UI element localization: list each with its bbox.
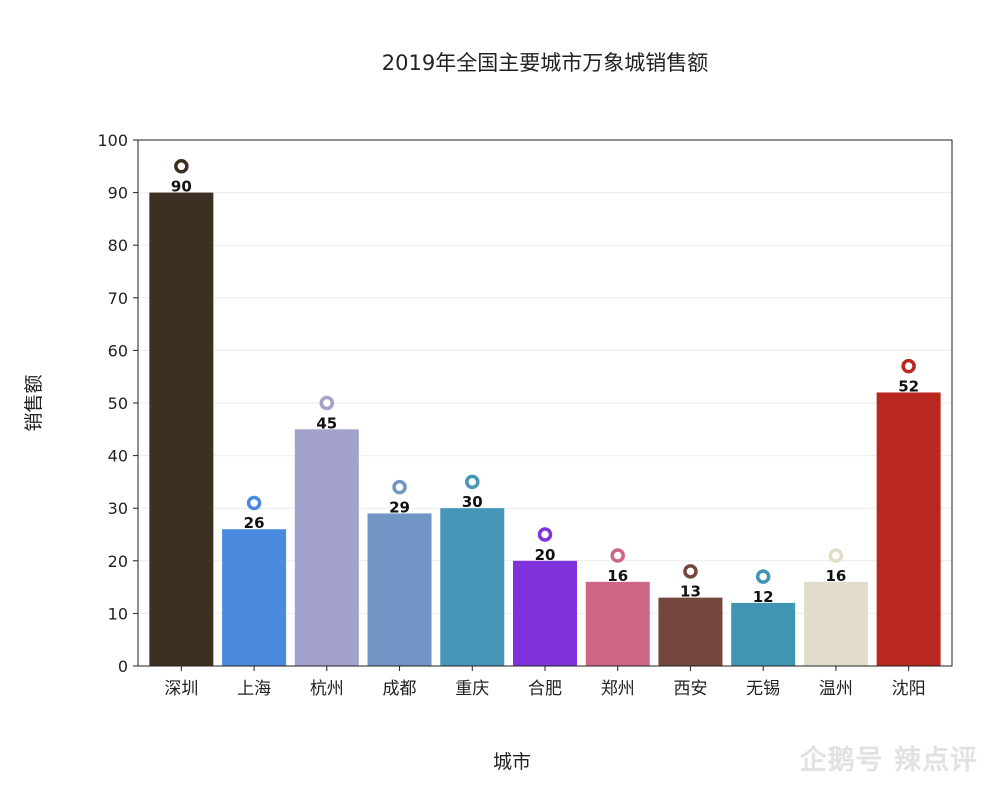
ring-marker (465, 474, 480, 490)
y-tick-label: 90 (108, 184, 128, 203)
ring-marker (683, 564, 698, 579)
ring-marker (392, 479, 407, 495)
y-tick-label: 100 (97, 131, 128, 150)
data-label: 26 (244, 514, 265, 532)
x-tick-label: 温州 (819, 679, 853, 699)
data-label: 20 (535, 546, 556, 564)
data-label: 13 (680, 583, 701, 601)
y-tick-label: 40 (108, 447, 128, 466)
watermark: 企鹅号 辣点评 (799, 745, 978, 776)
y-tick-label: 0 (118, 657, 128, 676)
y-tick-label: 60 (108, 341, 128, 360)
ring-marker (610, 548, 625, 563)
data-label: 52 (898, 377, 919, 395)
y-tick-label: 30 (108, 499, 128, 518)
bar[interactable] (294, 429, 359, 666)
ring-marker (901, 358, 916, 374)
data-label: 45 (316, 414, 337, 432)
x-tick-label: 成都 (383, 679, 417, 699)
plot-frame (137, 139, 953, 667)
ring-marker (246, 495, 262, 511)
ring-marker (537, 527, 553, 542)
x-tick-label: 无锡 (746, 679, 780, 699)
ring-marker (319, 395, 335, 411)
bar[interactable] (803, 581, 868, 666)
ring-marker (828, 548, 844, 563)
bar[interactable] (367, 513, 432, 666)
x-tick-label: 沈阳 (892, 679, 926, 699)
y-tick-label: 80 (108, 236, 128, 255)
x-axis-label: 城市 (493, 751, 531, 773)
y-tick-label: 10 (108, 604, 128, 623)
data-label: 90 (171, 178, 192, 196)
x-tick-label: 西安 (673, 679, 707, 699)
x-tick-label: 郑州 (601, 679, 635, 699)
y-tick-label: 70 (108, 289, 128, 308)
data-label: 30 (462, 493, 483, 511)
x-tick-label: 合肥 (528, 679, 562, 699)
y-tick-label: 20 (108, 552, 128, 571)
x-tick-label: 深圳 (164, 679, 198, 699)
bar[interactable] (440, 508, 505, 666)
y-tick-label: 50 (108, 394, 128, 413)
bar[interactable] (876, 392, 941, 666)
y-axis-label: 销售额 (23, 374, 45, 431)
x-tick-label: 重庆 (455, 679, 489, 699)
bar[interactable] (513, 560, 577, 666)
chart-title: 2019年全国主要城市万象城销售额 (382, 51, 708, 75)
bar[interactable] (658, 597, 723, 666)
ring-marker (174, 159, 189, 174)
data-label: 16 (825, 567, 846, 585)
ring-marker (755, 569, 771, 584)
bar[interactable] (731, 602, 796, 666)
data-label: 16 (607, 567, 628, 585)
x-tick-label: 杭州 (310, 679, 344, 699)
data-label: 12 (753, 588, 774, 606)
bar[interactable] (222, 529, 287, 666)
bar[interactable] (585, 581, 650, 666)
bar[interactable] (149, 192, 214, 666)
x-tick-label: 上海 (237, 679, 271, 699)
data-label: 29 (389, 498, 410, 516)
